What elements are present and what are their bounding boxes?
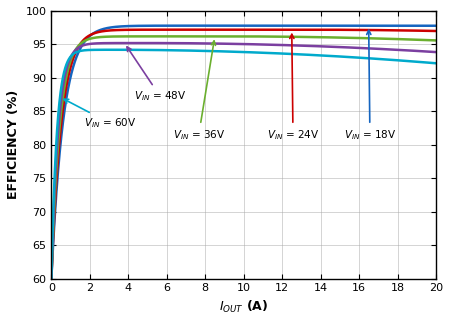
Text: $V_{IN}$ = 48V: $V_{IN}$ = 48V bbox=[127, 47, 187, 103]
Text: $V_{IN}$ = 36V: $V_{IN}$ = 36V bbox=[172, 41, 225, 142]
Text: $V_{IN}$ = 60V: $V_{IN}$ = 60V bbox=[64, 99, 136, 130]
X-axis label: $I_{OUT}$ (A): $I_{OUT}$ (A) bbox=[219, 299, 268, 315]
Y-axis label: EFFICIENCY (%): EFFICIENCY (%) bbox=[7, 90, 20, 199]
Text: $V_{IN}$ = 24V: $V_{IN}$ = 24V bbox=[267, 34, 319, 142]
Text: $V_{IN}$ = 18V: $V_{IN}$ = 18V bbox=[344, 30, 396, 142]
